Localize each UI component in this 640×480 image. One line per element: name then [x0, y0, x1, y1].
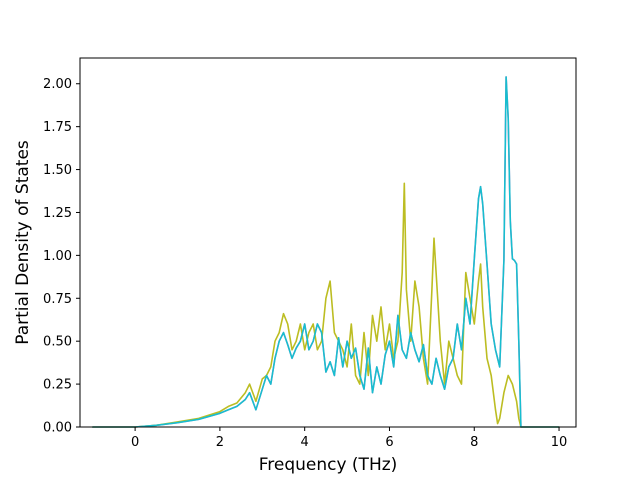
x-axis-title: Frequency (THz) [259, 455, 398, 475]
y-tick-label: 1.00 [43, 249, 72, 264]
y-tick-label: 1.25 [43, 206, 72, 221]
x-axis-ticks: 0 2 4 6 8 10 [131, 427, 567, 450]
x-tick-label: 6 [385, 435, 393, 450]
x-tick-label: 10 [551, 435, 568, 450]
y-tick-label: 0.50 [43, 335, 72, 350]
series-line-1 [91, 76, 560, 428]
x-tick-label: 2 [216, 435, 224, 450]
series-layer [91, 76, 560, 428]
plot-frame [79, 57, 577, 428]
y-tick-label: 1.75 [43, 120, 72, 135]
y-tick-label: 0.25 [43, 378, 72, 393]
y-axis-ticks: 0.00 0.25 0.50 0.75 1.00 1.25 1.50 1.75 2.00 [43, 77, 80, 436]
x-tick-label: 4 [301, 435, 309, 450]
x-tick-label: 0 [131, 435, 139, 450]
y-axis-title: Partial Density of States [13, 140, 33, 345]
x-tick-label: 8 [470, 435, 478, 450]
series-line-3 [91, 76, 560, 428]
series-line-2 [91, 182, 560, 428]
y-tick-label: 0.00 [43, 421, 72, 436]
y-tick-label: 1.50 [43, 163, 72, 178]
y-tick-label: 0.75 [43, 292, 72, 307]
y-tick-label: 2.00 [43, 77, 72, 92]
